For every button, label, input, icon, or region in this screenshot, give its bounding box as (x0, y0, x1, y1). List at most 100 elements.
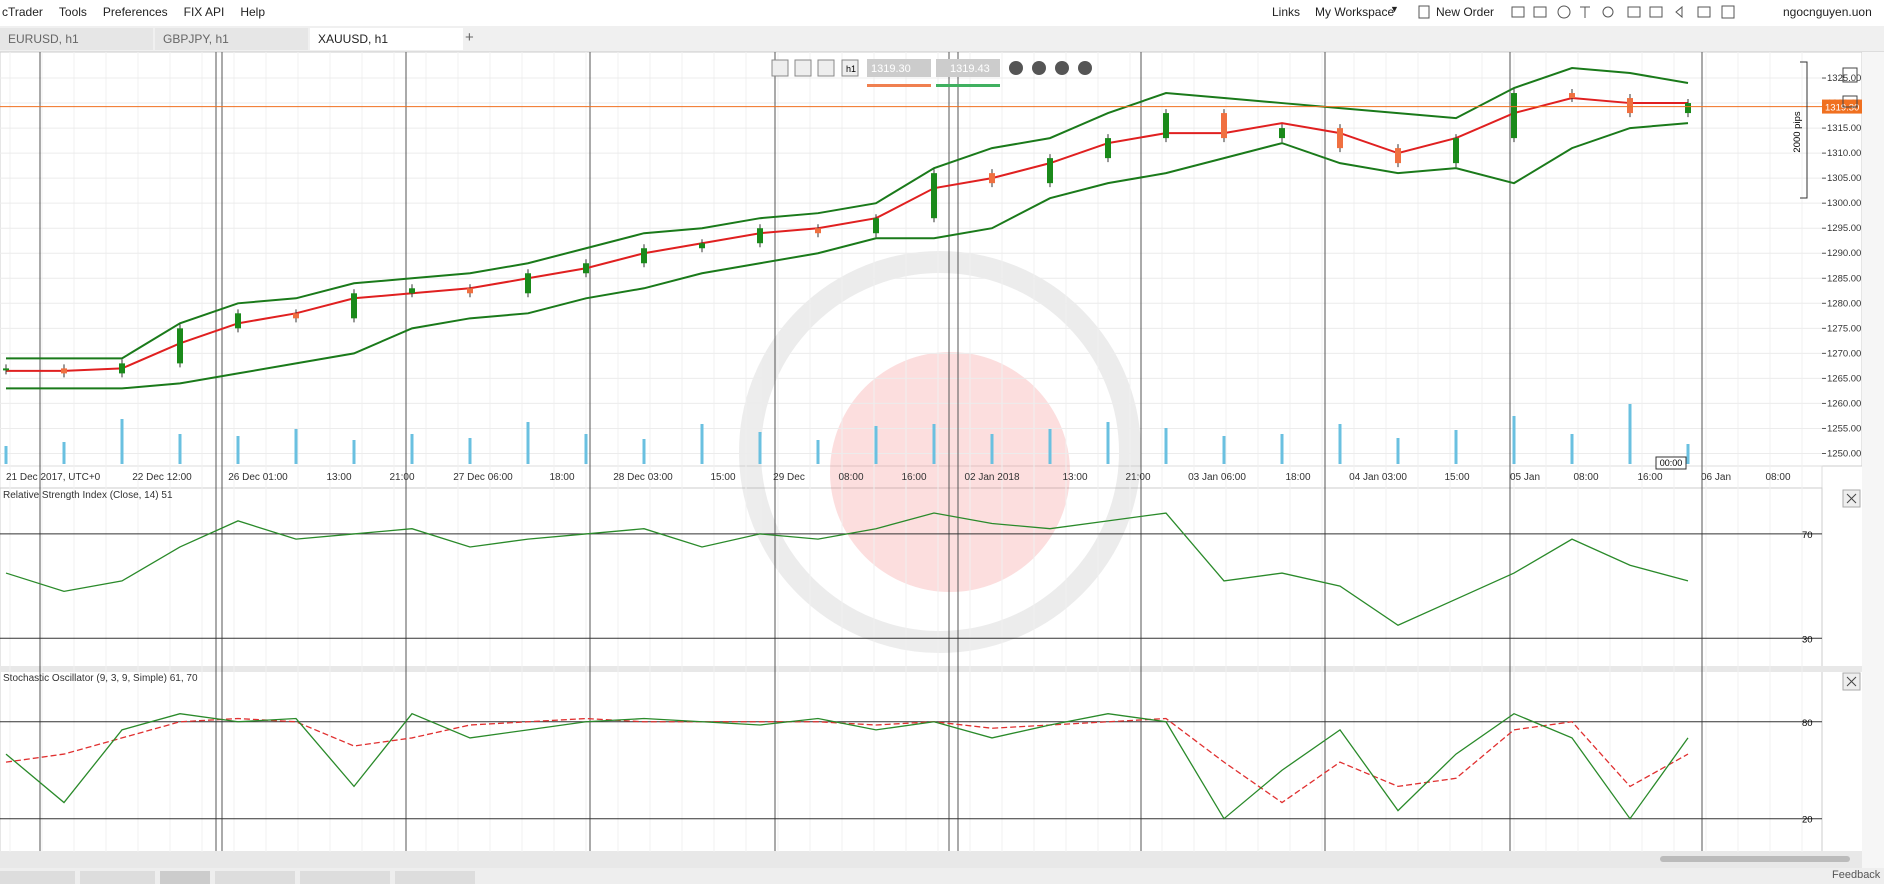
candle (873, 218, 879, 234)
tool-button[interactable] (1055, 61, 1069, 75)
candle (1453, 138, 1459, 164)
chart-toolbar: h1 1319.30 1319.43 (771, 59, 1092, 87)
sell-price: 1319.30 (871, 63, 911, 75)
candle (1279, 128, 1285, 139)
y-tick-label: 1305.00 (1827, 173, 1861, 184)
buy-price: 1319.43 (950, 63, 990, 75)
x-tick-label: 08:00 (1765, 472, 1790, 483)
x-tick-label: 21:00 (389, 472, 414, 483)
bottom-tab[interactable] (300, 871, 390, 884)
bottom-tab[interactable] (160, 871, 210, 884)
volume-bar (1512, 416, 1516, 464)
tab[interactable]: EURUSD, h1 (0, 28, 153, 50)
close-icon (1846, 493, 1857, 504)
tab[interactable]: XAUUSD, h1 (310, 28, 463, 50)
candle (1047, 158, 1053, 184)
links[interactable]: Links (1272, 5, 1301, 19)
x-tick-label: 04 Jan 03:00 (1349, 472, 1407, 483)
tool-button[interactable] (841, 59, 859, 77)
candle (815, 228, 821, 234)
sell-button[interactable] (867, 59, 931, 77)
volume-bar (1628, 404, 1632, 464)
volume-bar (874, 426, 878, 464)
bottom-tab[interactable] (0, 871, 75, 884)
volume-bar (236, 436, 240, 464)
bottom-tab[interactable] (215, 871, 295, 884)
candle (1685, 103, 1691, 114)
new-order[interactable]: New Order (1436, 5, 1495, 19)
tool-button[interactable] (771, 59, 789, 77)
scrollbar (1660, 856, 1850, 862)
tab-label[interactable]: GBPJPY, h1 (163, 32, 229, 46)
candle (989, 173, 995, 184)
volume-bar (1048, 429, 1052, 464)
candle (61, 368, 67, 374)
x-tick-label: 22 Dec 12:00 (132, 472, 192, 483)
buy-button[interactable] (936, 59, 1000, 77)
volume-bar (932, 424, 936, 464)
volume-bar (4, 446, 8, 464)
volume-bar (1222, 436, 1226, 464)
sell-underline (867, 84, 931, 87)
tab-label[interactable]: EURUSD, h1 (8, 32, 79, 46)
workspace[interactable]: My Workspace (1315, 5, 1395, 19)
x-tick-label: 27 Dec 06:00 (453, 472, 513, 483)
menu-item[interactable]: FIX API (183, 5, 225, 19)
volume-bar (1338, 424, 1342, 464)
tool-button[interactable] (817, 59, 835, 77)
watermark-core (830, 352, 1070, 592)
candle (1511, 93, 1517, 139)
volume-bar (1686, 444, 1690, 464)
bottom-bar: Feedback (0, 868, 1884, 884)
x-tick-label: 18:00 (549, 472, 574, 483)
bottom-tab[interactable] (395, 871, 475, 884)
candle (1395, 148, 1401, 164)
volume-bar (526, 422, 530, 464)
x-tick-label: 16:00 (1637, 472, 1662, 483)
x-tick-label: 16:00 (901, 472, 926, 483)
y-tick-label: 1275.00 (1827, 323, 1861, 334)
indicator-title: Relative Strength Index (Close, 14) 51 (3, 490, 173, 501)
close-icon (1846, 676, 1857, 687)
menu-item[interactable]: cTrader (2, 5, 43, 19)
buy-underline (936, 84, 1000, 87)
menu-bar: cTrader Tools Preferences FIX API Help Links… (0, 0, 1884, 24)
volume-bar (468, 438, 472, 464)
dropdown-arrow[interactable]: ▼ (1390, 4, 1399, 14)
tool-button[interactable] (1032, 61, 1046, 75)
candle (583, 263, 589, 274)
volume-bar (1570, 434, 1574, 464)
tool-button[interactable] (1009, 61, 1023, 75)
tool-button[interactable] (1078, 61, 1092, 75)
candle (293, 313, 299, 319)
x-tick-label: 13:00 (326, 472, 351, 483)
panel-gap (0, 851, 1862, 868)
candle (3, 368, 9, 371)
y-tick-label: 1260.00 (1827, 398, 1861, 409)
volume-bar (1454, 430, 1458, 464)
side-icon[interactable] (1842, 67, 1858, 83)
user[interactable]: ngocnguyen.uon (1783, 5, 1872, 19)
candle (1221, 113, 1227, 139)
volume-bar (584, 434, 588, 464)
countdown-box (1655, 456, 1687, 470)
x-tick-label: 26 Dec 01:00 (228, 472, 288, 483)
tool-button[interactable] (794, 59, 812, 77)
y-tick-label: 1310.00 (1827, 148, 1861, 159)
volume-bar (1280, 434, 1284, 464)
side-icon[interactable] (1842, 95, 1858, 108)
menu-item[interactable]: Preferences (102, 5, 168, 19)
tab-label[interactable]: XAUUSD, h1 (318, 32, 389, 46)
y-tick-label: 1265.00 (1827, 373, 1861, 384)
tab-bar: EURUSD, h1 GBPJPY, h1 XAUUSD, h1 + (0, 26, 1884, 52)
bottom-tab[interactable] (80, 871, 155, 884)
countdown: 00:00 (1660, 458, 1683, 468)
signal-line (5, 717, 1689, 804)
tab[interactable]: GBPJPY, h1 (155, 28, 308, 50)
x-tick-label: 15:00 (1444, 472, 1469, 483)
menu-item[interactable]: Tools (58, 5, 87, 19)
menu-item[interactable]: Help (240, 5, 265, 19)
candle (1163, 113, 1169, 139)
feedback[interactable]: Feedback (1832, 869, 1881, 881)
add-tab[interactable]: + (465, 29, 474, 46)
